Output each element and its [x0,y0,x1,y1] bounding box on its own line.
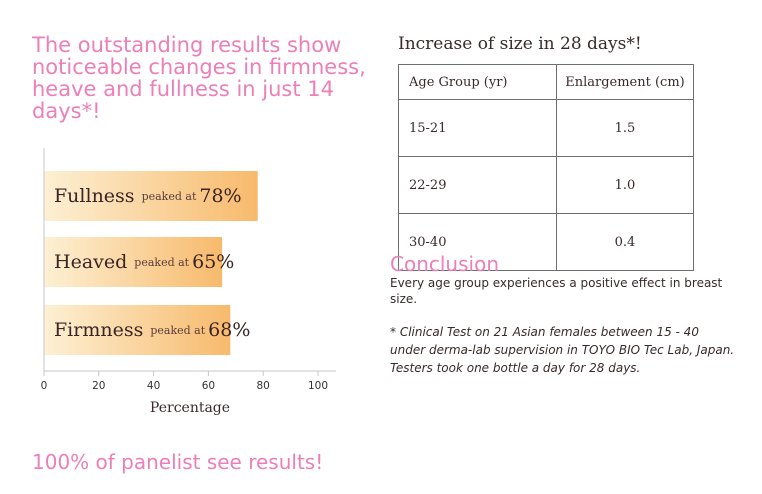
bar-fullness [44,171,258,221]
column-header-age-group: Age Group (yr) [398,64,557,100]
cell-enlargement: 0.4 [556,213,694,271]
x-tick-label: 20 [92,380,106,392]
cell-enlargement: 1.0 [556,156,694,214]
x-tick-label: 100 [307,380,329,392]
bar-label-heaved: Heaved peaked at 65% [54,237,234,287]
clinical-test-footnote: * Clinical Test on 21 Asian females betw… [390,325,735,375]
bar-firmness [44,305,231,355]
conclusion-text: Every age group experiences a positive e… [390,276,723,306]
table-header-row: Age Group (yr) Enlargement (cm) [398,64,694,100]
headline: The outstanding results show noticeable … [32,33,366,123]
x-axis-title: Percentage [149,400,231,416]
cell-enlargement: 1.5 [556,99,694,157]
x-tick-label: 60 [201,380,216,392]
bar-value-label: 78% [199,185,242,207]
bar-category-label: Heaved [54,251,128,273]
bar-note-label: peaked at [141,189,197,203]
table-title: Increase of size in 28 days*! [398,34,642,54]
cell-age-group: 15-21 [398,99,557,157]
bar-note-label: peaked at [134,255,190,269]
bar-note-label: peaked at [150,323,206,337]
bar-label-firmness: Firmness peaked at 68% [54,305,250,355]
bar-category-label: Firmness [54,319,144,341]
bar-heaved [44,237,223,287]
bar-chart-canvas [43,148,336,376]
x-tick-label: 80 [256,380,270,392]
bar-chart: Fullness peaked at 78% Heaved peaked at 65% Fi… [30,140,350,430]
bar-value-label: 68% [208,319,251,341]
panelist-results-note: 100% of panelist see results! [32,450,324,474]
bar-value-label: 65% [192,251,235,273]
bar-category-label: Fullness [54,185,135,207]
table-row: 30-40 0.4 [398,213,694,271]
table-row: 22-29 1.0 [398,156,694,214]
table-row: 15-21 1.5 [398,99,694,157]
size-increase-table: Age Group (yr) Enlargement (cm) 15-21 1.… [398,64,694,271]
x-tick-label: 40 [146,380,161,392]
bar-label-fullness: Fullness peaked at 78% [54,171,242,221]
column-header-enlargement: Enlargement (cm) [556,64,694,100]
conclusion-title: Conclusion [390,252,499,276]
x-tick-label: 0 [40,380,48,392]
cell-age-group: 22-29 [398,156,557,214]
